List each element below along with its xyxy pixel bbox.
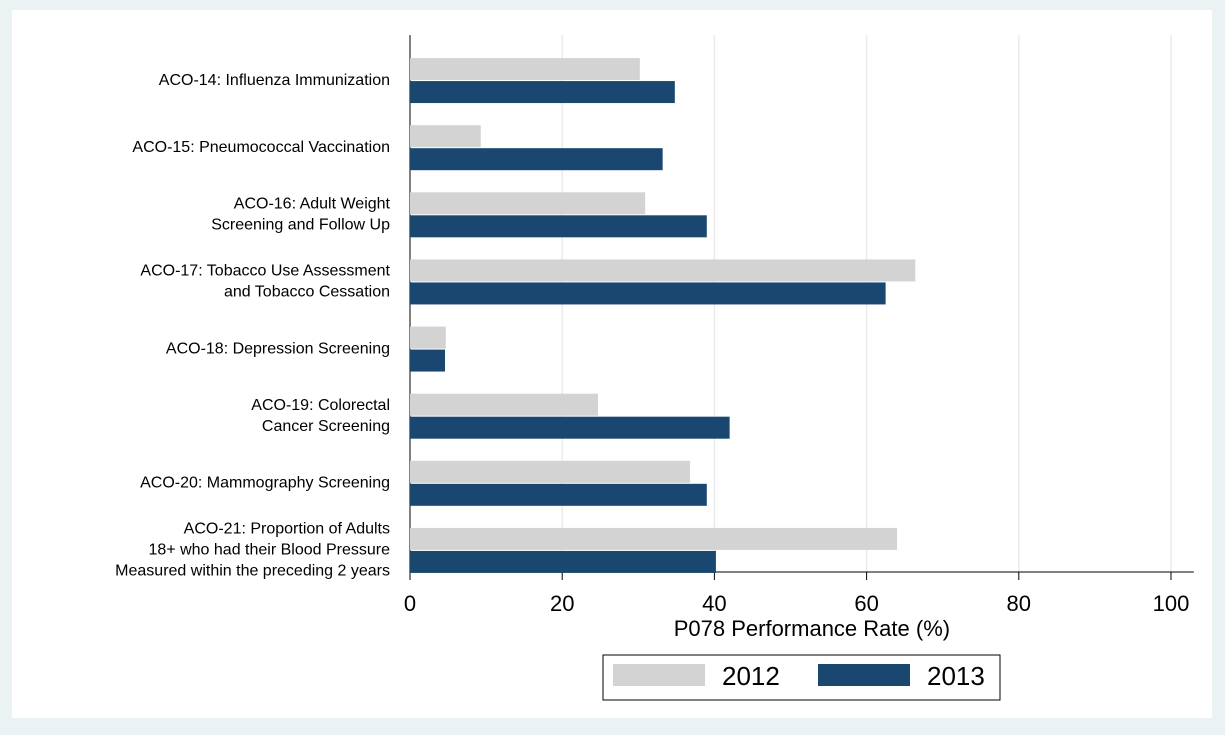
y-tick-label: ACO-16: Adult Weight — [234, 196, 391, 213]
y-tick-label: and Tobacco Cessation — [224, 284, 390, 301]
bar — [410, 81, 675, 104]
y-tick-label: ACO-18: Depression Screening — [166, 340, 390, 357]
bar — [410, 125, 481, 148]
y-tick-label: Screening and Follow Up — [211, 217, 390, 234]
y-tick-label: ACO-15: Pneumococcal Vaccination — [132, 139, 390, 156]
y-tick-label: Measured within the preceding 2 years — [115, 563, 390, 580]
y-tick-label: ACO-21: Proportion of Adults — [184, 521, 390, 538]
y-tick-label: ACO-14: Influenza Immunization — [159, 72, 390, 89]
bar — [410, 527, 898, 550]
bar — [410, 259, 916, 282]
y-tick-label: ACO-17: Tobacco Use Assessment — [140, 263, 390, 280]
bar — [410, 416, 730, 439]
legend-swatch — [613, 664, 705, 686]
bar — [410, 393, 598, 416]
bar — [410, 215, 707, 238]
bar — [410, 326, 446, 349]
bar — [410, 148, 663, 171]
legend-label: 2012 — [722, 661, 780, 691]
bar — [410, 58, 640, 81]
legend-swatch — [818, 664, 910, 686]
bar — [410, 282, 886, 305]
x-tick-label: 60 — [854, 591, 878, 616]
y-tick-label: Cancer Screening — [262, 418, 390, 435]
y-tick-label: ACO-19: Colorectal — [251, 397, 390, 414]
bar — [410, 550, 716, 573]
bar — [410, 483, 707, 506]
legend-label: 2013 — [927, 661, 985, 691]
bar — [410, 460, 691, 483]
y-tick-label: ACO-20: Mammography Screening — [140, 475, 390, 492]
y-tick-label: 18+ who had their Blood Pressure — [149, 542, 391, 559]
bar — [410, 349, 446, 372]
x-tick-label: 20 — [550, 591, 574, 616]
bar — [410, 192, 646, 215]
x-tick-label: 0 — [404, 591, 416, 616]
x-tick-label: 80 — [1007, 591, 1031, 616]
plot-background — [12, 10, 1212, 718]
x-axis-title: P078 Performance Rate (%) — [674, 616, 950, 641]
x-tick-label: 40 — [702, 591, 726, 616]
x-tick-label: 100 — [1153, 591, 1190, 616]
